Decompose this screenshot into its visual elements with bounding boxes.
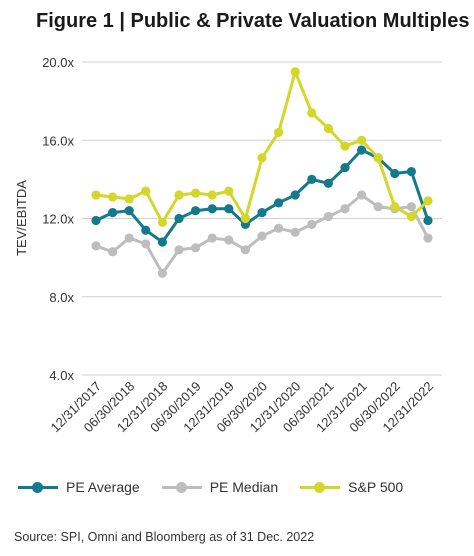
data-point-sp500: [257, 153, 267, 163]
data-point-sp500: [357, 135, 367, 145]
data-point-sp500: [207, 190, 217, 200]
data-point-pe_average: [423, 215, 433, 226]
data-point-pe_average: [174, 213, 184, 224]
series-line-sp500: [95, 70, 430, 224]
data-point-pe_median: [141, 239, 151, 249]
y-axis-label: TEV/EBITDA: [14, 180, 29, 256]
data-point-sp500: [390, 202, 400, 212]
data-point-sp500: [406, 211, 416, 222]
data-point-pe_median: [423, 233, 433, 243]
legend-swatch-pe-average: [18, 480, 58, 494]
data-point-pe_average: [124, 206, 134, 216]
legend-label-sp500: S&P 500: [348, 479, 404, 495]
data-point-pe_median: [357, 190, 367, 200]
data-point-pe_average: [257, 208, 267, 218]
data-point-pe_median: [373, 202, 383, 212]
data-point-sp500: [91, 190, 101, 200]
data-point-sp500: [141, 186, 151, 196]
data-point-pe_median: [290, 227, 300, 237]
data-point-pe_average: [274, 198, 284, 208]
data-point-sp500: [307, 108, 317, 118]
data-point-pe_median: [224, 235, 234, 245]
data-point-sp500: [224, 186, 234, 196]
data-point-sp500: [108, 192, 118, 202]
data-point-pe_average: [157, 237, 167, 247]
legend-swatch-pe-median: [161, 480, 202, 494]
data-point-pe_average: [224, 204, 234, 214]
data-point-pe_median: [274, 223, 284, 233]
source-note: Source: SPI, Omni and Bloomberg as of 31…: [14, 530, 315, 544]
data-point-sp500: [157, 217, 167, 228]
gridlines: [82, 61, 442, 376]
y-tick-label: 12.0x: [42, 212, 74, 227]
data-point-sp500: [290, 67, 300, 77]
data-point-pe_average: [91, 215, 101, 226]
data-point-sp500: [373, 153, 383, 163]
data-point-pe_average: [207, 204, 217, 214]
data-point-pe_average: [390, 168, 400, 179]
legend: PE Average PE Median S&P 500: [18, 479, 425, 495]
data-point-sp500: [423, 196, 433, 206]
data-point-sp500: [323, 123, 333, 134]
x-axis-ticks: 12/31/201706/30/201812/31/201806/30/2019…: [47, 379, 436, 436]
data-point-pe_median: [307, 219, 317, 229]
data-point-sp500: [340, 141, 350, 151]
data-point-pe_median: [257, 231, 267, 241]
data-point-pe_median: [406, 202, 416, 212]
data-point-pe_median: [240, 245, 250, 255]
data-point-pe_average: [141, 225, 151, 235]
data-point-pe_median: [174, 245, 184, 255]
data-point-pe_average: [357, 145, 367, 155]
chart-title: Figure 1 | Public & Private Valuation Mu…: [36, 10, 470, 32]
data-point-pe_median: [108, 247, 118, 257]
data-point-pe_median: [207, 233, 217, 243]
legend-item-pe-average: PE Average: [18, 479, 140, 495]
data-point-pe_median: [340, 204, 350, 214]
series-pe_median: [91, 190, 433, 278]
data-point-pe_median: [191, 243, 201, 253]
legend-label-pe-average: PE Average: [66, 479, 140, 495]
data-point-pe_average: [191, 206, 201, 216]
y-tick-label: 4.0x: [49, 368, 74, 383]
legend-item-sp500: S&P 500: [300, 479, 403, 495]
legend-item-pe-median: PE Median: [161, 479, 279, 495]
y-axis-ticks: 4.0x 8.0x 12.0x 16.0x 20.0x: [42, 55, 74, 383]
data-point-pe_average: [340, 163, 350, 173]
data-point-sp500: [174, 190, 184, 200]
data-point-pe_median: [124, 233, 134, 243]
y-tick-label: 8.0x: [49, 290, 74, 305]
legend-label-pe-median: PE Median: [209, 479, 279, 495]
data-point-sp500: [124, 194, 134, 204]
y-tick-label: 16.0x: [42, 133, 74, 148]
data-point-pe_average: [108, 208, 118, 218]
data-point-pe_average: [307, 174, 317, 184]
series: [91, 67, 433, 278]
y-tick-label: 20.0x: [42, 55, 74, 70]
data-point-pe_median: [91, 241, 101, 251]
data-point-pe_average: [290, 190, 300, 200]
data-point-pe_average: [406, 166, 416, 177]
data-point-pe_median: [323, 211, 333, 222]
legend-swatch-sp500: [300, 480, 341, 494]
data-point-pe_median: [157, 268, 167, 278]
series-sp500: [91, 67, 433, 228]
data-point-sp500: [274, 127, 284, 138]
data-point-pe_average: [323, 178, 333, 188]
data-point-sp500: [191, 188, 201, 198]
data-point-sp500: [240, 213, 250, 224]
